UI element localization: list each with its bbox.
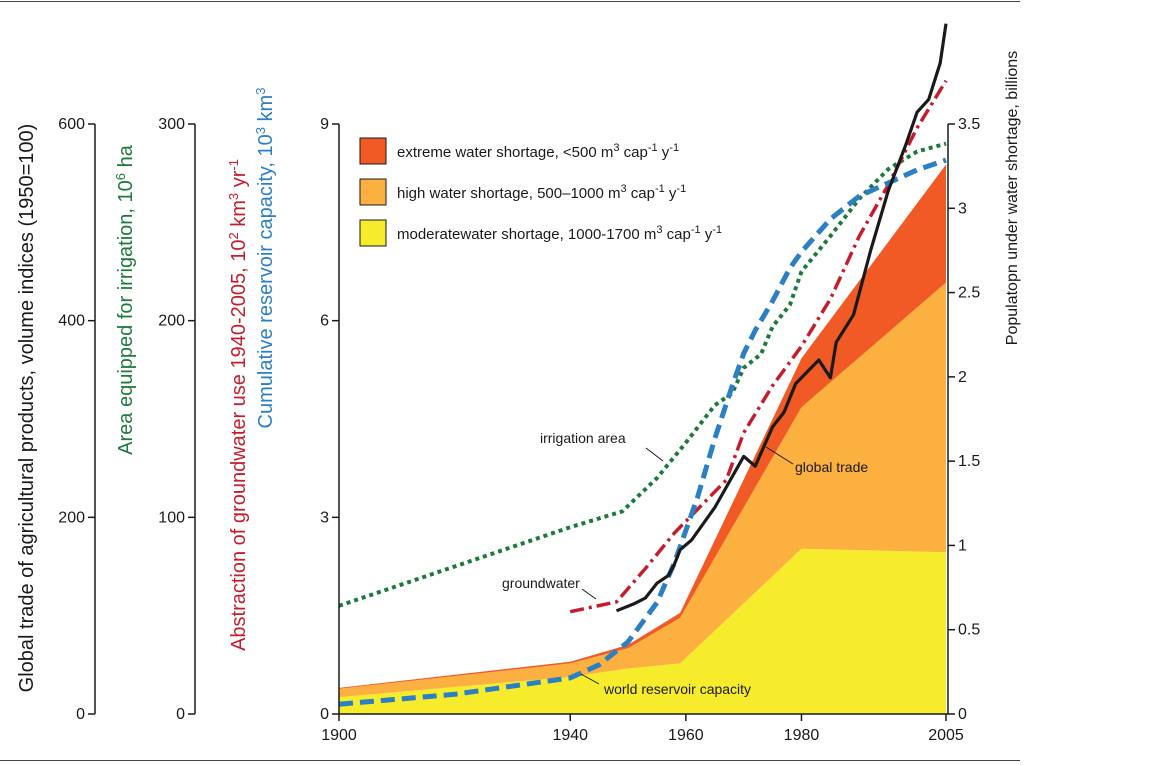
axis-title-irrigation: Area equipped for irrigation, 106 ha xyxy=(113,144,137,455)
axis-x-tick-label: 1940 xyxy=(552,727,588,744)
legend-sup-high-2: -1 xyxy=(655,183,665,195)
axis-title-trade: Global trade of agricultural products, v… xyxy=(16,124,38,693)
axis-title-reservoir-sup: 3 xyxy=(253,127,268,134)
annotation-global-trade: global trade xyxy=(795,459,868,475)
area-high-shortage xyxy=(339,282,946,698)
legend-sup-high-3: -1 xyxy=(676,183,686,195)
legend-mid-extreme-1: cap xyxy=(619,144,647,161)
legend-sup-moderate-3: -1 xyxy=(712,224,722,236)
svg-text:Cumulative reservoir capacity,: Cumulative reservoir capacity, 103 km3 xyxy=(253,88,277,429)
legend-swatch-extreme xyxy=(359,137,387,165)
leader-irrigation-area xyxy=(645,447,664,462)
legend-mid-high-2: y xyxy=(665,185,677,202)
annotation-irrigation-area: irrigation area xyxy=(540,430,626,446)
line-reservoir-capacity xyxy=(338,157,947,707)
axis-title-groundwater: Abstraction of groundwater use 1940-2005… xyxy=(226,159,250,651)
legend-sup-high-1: 3 xyxy=(620,183,626,195)
annotation-groundwater: groundwater xyxy=(502,575,580,591)
legend-mid-moderate-2: y xyxy=(701,226,713,243)
axis-irrigation-tick-label: 0 xyxy=(176,706,185,723)
legend-mid-high-1: cap xyxy=(627,185,655,202)
axis-x-tick-label: 2005 xyxy=(928,727,964,744)
axis-population-tick-label: 3.5 xyxy=(958,116,980,133)
axis-title-reservoir-text: Cumulative reservoir capacity, 10 xyxy=(255,134,277,428)
legend: extreme water shortage, <500 m3 cap-1 y-… xyxy=(359,137,722,247)
legend-label-moderate: moderatewater shortage, 1000-1700 m xyxy=(397,226,656,243)
legend-mid-moderate-1: cap xyxy=(662,226,690,243)
axis-reservoir-tick-label: 0 xyxy=(320,706,329,723)
axis-reservoir-tick-label: 3 xyxy=(320,509,329,526)
axis-title-groundwater-text: Abstraction of groundwater use 1940-2005… xyxy=(228,240,250,651)
legend-item-moderate: moderatewater shortage, 1000-1700 m3 cap… xyxy=(359,219,722,247)
legend-swatch-high xyxy=(359,178,387,206)
axis-title-population: Populatopn under water shortage, billion… xyxy=(1004,51,1021,345)
line-irrigation-area xyxy=(338,141,947,608)
legend-item-extreme: extreme water shortage, <500 m3 cap-1 y-… xyxy=(359,137,679,165)
axis-title-groundwater-sup2: 3 xyxy=(226,193,241,200)
axis-reservoir-tick-label: 9 xyxy=(320,116,329,133)
line-groundwater xyxy=(569,79,948,614)
axis-title-groundwater-sup3: -1 xyxy=(226,159,241,171)
axis-trade-tick-label: 200 xyxy=(58,509,85,526)
leader-groundwater xyxy=(581,588,597,600)
axis-title-groundwater-mid2: yr xyxy=(228,170,250,193)
axis-population-tick-label: 0 xyxy=(958,706,967,723)
legend-sup-extreme-1: 3 xyxy=(613,142,619,154)
axis-population-tick-label: 3 xyxy=(958,200,967,217)
legend-mid-extreme-2: y xyxy=(658,144,670,161)
legend-sup-extreme-3: -1 xyxy=(669,142,679,154)
legend-sup-moderate-2: -1 xyxy=(691,224,701,236)
axis-title-irrigation-sup: 6 xyxy=(113,173,128,180)
svg-text:moderatewater shortage, 1000-1: moderatewater shortage, 1000-1700 m3 cap… xyxy=(397,224,722,243)
axis-title-reservoir: Cumulative reservoir capacity, 103 km3 xyxy=(253,88,277,429)
legend-label-extreme: extreme water shortage, <500 m xyxy=(397,144,613,161)
axis-trade-tick-label: 600 xyxy=(58,116,85,133)
svg-text:Abstraction of groundwater use: Abstraction of groundwater use 1940-2005… xyxy=(226,159,250,651)
axis-title-groundwater-sup: 2 xyxy=(226,232,241,239)
axis-title-irrigation-text: Area equipped for irrigation, 10 xyxy=(115,180,137,455)
area-moderate-shortage xyxy=(339,548,946,714)
axis-irrigation-tick-label: 200 xyxy=(158,313,185,330)
legend-sup-extreme-2: -1 xyxy=(648,142,658,154)
svg-text:extreme water shortage, <500 m: extreme water shortage, <500 m3 cap-1 y-… xyxy=(397,142,679,161)
shortage-areas xyxy=(339,164,946,714)
axis-population-tick-label: 1 xyxy=(958,537,967,554)
svg-text:high water shortage, 500–1000: high water shortage, 500–1000 m3 cap-1 y… xyxy=(397,183,686,202)
leader-world-reservoir-capacity xyxy=(580,673,600,685)
leader-global-trade xyxy=(765,446,794,465)
legend-swatch-moderate xyxy=(359,219,387,247)
axis-population-tick-label: 2.5 xyxy=(958,285,980,302)
axis-irrigation-tick-label: 300 xyxy=(158,116,185,133)
axes: 0 200 400 600 0 100 200 300 0 3 6 9 0 0.5 1 1.5 2 2.5 3 3.5… xyxy=(58,116,980,744)
axis-title-groundwater-mid: km xyxy=(228,200,250,232)
annotation-world-reservoir-capacity: world reservoir capacity xyxy=(603,681,751,697)
axis-x-tick-label: 1980 xyxy=(784,727,820,744)
axis-population-tick-label: 1.5 xyxy=(958,453,980,470)
line-global-trade xyxy=(615,23,948,613)
legend-item-high: high water shortage, 500–1000 m3 cap-1 y… xyxy=(359,178,686,206)
annotations: irrigation area global trade groundwater… xyxy=(502,430,868,697)
axis-title-irrigation-tail: ha xyxy=(115,144,137,173)
axis-title-reservoir-mid: km xyxy=(255,95,277,127)
axis-trade-tick-label: 400 xyxy=(58,313,85,330)
series-lines xyxy=(338,23,948,707)
axis-x-tick-label: 1960 xyxy=(668,727,704,744)
axis-title-population-text: Populatopn under water shortage, billion… xyxy=(1004,51,1021,345)
svg-text:Area equipped for irrigation,: Area equipped for irrigation, 106 ha xyxy=(113,144,137,455)
axis-x-tick-label: 1900 xyxy=(321,727,357,744)
legend-label-high: high water shortage, 500–1000 m xyxy=(397,185,620,202)
legend-sup-moderate-1: 3 xyxy=(656,224,662,236)
axis-title-trade-text: Global trade of agricultural products, v… xyxy=(16,124,38,693)
axis-population-tick-label: 2 xyxy=(958,369,967,386)
axis-reservoir-tick-label: 6 xyxy=(320,313,329,330)
axis-population-tick-label: 0.5 xyxy=(958,622,980,639)
axis-title-reservoir-sup2: 3 xyxy=(253,88,268,95)
axis-irrigation-tick-label: 100 xyxy=(158,509,185,526)
axis-trade-tick-label: 0 xyxy=(76,706,85,723)
